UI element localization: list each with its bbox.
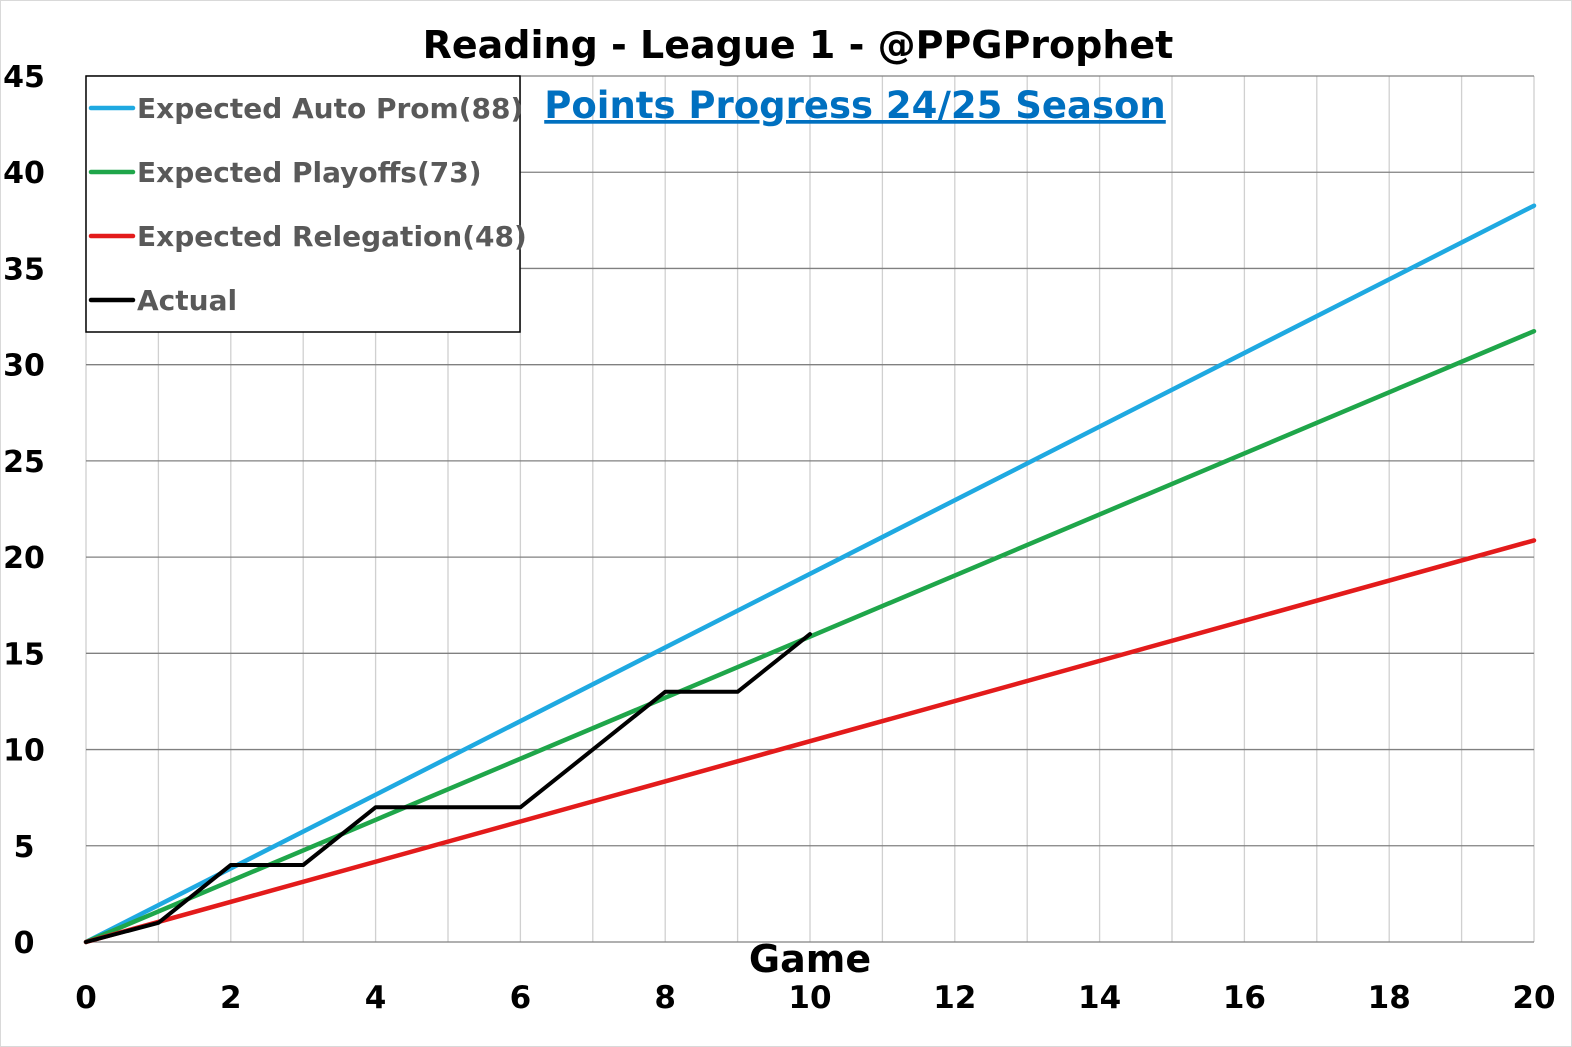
chart-subtitle: Points Progress 24/25 Season bbox=[544, 84, 1166, 127]
legend-box bbox=[85, 75, 521, 333]
legend-label-actual: Actual bbox=[137, 284, 237, 317]
y-tick-label: 10 bbox=[3, 734, 45, 769]
series-lines bbox=[83, 203, 1537, 945]
x-tick-label: 12 bbox=[933, 980, 976, 1016]
y-tick-label: 30 bbox=[3, 349, 45, 384]
y-tick-label: 35 bbox=[3, 252, 45, 287]
x-axis-tick-labels: 0 2 4 6 8 10 12 14 16 18 20 bbox=[75, 980, 1555, 1016]
x-tick-label: 2 bbox=[220, 980, 242, 1016]
x-tick-label: 0 bbox=[75, 980, 97, 1016]
chart-title: Reading - League 1 - @PPGProphet bbox=[423, 23, 1174, 67]
series-line-expected-relegation-48 bbox=[83, 538, 1537, 945]
x-tick-label: 4 bbox=[365, 980, 387, 1016]
x-axis-label: Game bbox=[749, 937, 871, 981]
legend: Expected Auto Prom(88) Expected Playoffs(… bbox=[85, 75, 527, 333]
legend-label-expected-relegation-48: Expected Relegation(48) bbox=[137, 220, 527, 253]
series-line-expected-auto-prom-88 bbox=[83, 203, 1537, 945]
x-tick-label: 18 bbox=[1368, 980, 1411, 1016]
x-tick-label: 10 bbox=[788, 980, 831, 1016]
y-tick-label: 20 bbox=[3, 541, 45, 576]
series-line-actual bbox=[84, 632, 812, 944]
x-tick-label: 14 bbox=[1078, 980, 1121, 1016]
y-tick-label: 25 bbox=[3, 445, 45, 480]
x-tick-label: 16 bbox=[1223, 980, 1266, 1016]
y-tick-label: 15 bbox=[3, 637, 45, 672]
y-tick-label: 45 bbox=[3, 60, 45, 95]
legend-label-expected-auto-prom-88: Expected Auto Prom(88) bbox=[137, 92, 523, 125]
vertical-gridlines bbox=[85, 76, 1535, 942]
y-axis-tick-labels: 0 5 10 15 20 25 30 35 40 45 bbox=[3, 60, 45, 961]
x-tick-label: 8 bbox=[654, 980, 676, 1016]
x-tick-label: 20 bbox=[1512, 980, 1555, 1016]
y-tick-label: 0 bbox=[14, 926, 35, 961]
x-tick-label: 6 bbox=[510, 980, 532, 1016]
legend-label-expected-playoffs-73: Expected Playoffs(73) bbox=[137, 156, 482, 189]
y-tick-label: 5 bbox=[14, 830, 35, 865]
y-tick-label: 40 bbox=[3, 156, 45, 191]
